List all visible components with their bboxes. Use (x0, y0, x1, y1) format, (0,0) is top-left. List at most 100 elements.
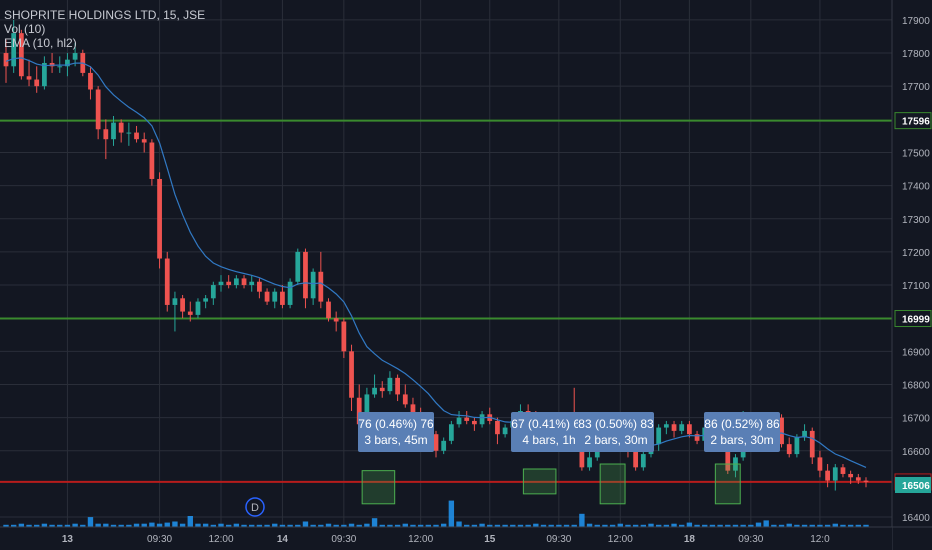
time-tick-label: 09:30 (331, 534, 356, 545)
measure-callout-change: 86 (0.52%) 86 (704, 417, 780, 431)
measure-callout-box[interactable] (358, 412, 434, 452)
volume-bar (563, 524, 570, 527)
candle-body (448, 424, 454, 441)
horizontal-lines[interactable] (0, 119, 892, 483)
volume-bar (402, 523, 408, 527)
chart-legend: SHOPRITE HOLDINGS LTD, 15, JSE Vol (10) … (4, 8, 205, 50)
volume-bar (156, 523, 163, 527)
candle-body (295, 251, 301, 282)
measure-callout-duration: 3 bars, 45m (364, 433, 427, 447)
volume-bars (3, 500, 869, 527)
candle-body (579, 444, 585, 468)
volume-bar (187, 516, 193, 527)
time-tick-label: 12:00 (608, 534, 633, 545)
measure-callout-box[interactable] (704, 412, 780, 452)
volume-bar (233, 523, 240, 527)
measure-callout-change: 76 (0.46%) 76 (358, 417, 434, 431)
volume-bar (3, 524, 9, 527)
candle-body (57, 66, 63, 68)
volume-bar (525, 524, 531, 527)
candle-body (832, 467, 838, 481)
volume-bar (648, 523, 654, 527)
price-tick-label: 16700 (902, 414, 930, 425)
candle-body (855, 477, 861, 481)
volume-bar (740, 524, 746, 527)
candle-body (495, 420, 500, 435)
volume-bar (10, 524, 17, 527)
volume-bar (510, 524, 516, 527)
candle-body (786, 444, 792, 455)
volume-bar (479, 523, 485, 527)
candle-body (257, 281, 262, 292)
measure-callout-duration: 2 bars, 30m (584, 433, 647, 447)
volume-bar (471, 524, 478, 527)
volume-bar (602, 524, 608, 527)
candle-body (794, 437, 800, 455)
candle-body (349, 351, 354, 398)
measure-callout-box[interactable] (511, 412, 587, 452)
time-axis[interactable]: 13 09:30 12:00 14 09:30 12:00 15 09:30 12:00 18 09… (0, 526, 932, 550)
price-axis[interactable]: 17900 17800 17700 17500 17400 17300 17200 17100… (891, 0, 932, 550)
candle-body (272, 291, 278, 302)
candle-body (141, 139, 147, 143)
price-label-16999: 16999 (902, 315, 930, 326)
ema-indicator-label[interactable]: EMA (10, hl2) (4, 36, 77, 50)
volume-bar (287, 524, 293, 527)
volume-bar (533, 523, 539, 527)
candle-body (848, 473, 854, 478)
volume-bar (824, 524, 831, 527)
candle-body (287, 281, 293, 305)
volume-bar (126, 524, 132, 527)
candle-body (118, 122, 124, 133)
volume-bar (702, 524, 708, 527)
volume-bar (448, 500, 455, 527)
measure-callouts[interactable]: 76 (0.46%) 76 3 bars, 45m 67 (0.41%) 67 4 b… (358, 412, 780, 452)
candle-body (663, 424, 669, 428)
candle-body (410, 404, 416, 415)
candle-body (464, 417, 470, 421)
volume-bar (95, 523, 101, 527)
price-tick-label: 17100 (902, 281, 930, 292)
volume-bar (333, 524, 339, 527)
measure-callout-box[interactable] (578, 412, 654, 452)
price-tick-label: 17700 (902, 82, 930, 93)
volume-bar (264, 524, 270, 527)
volume-indicator-label[interactable]: Vol (10) (4, 22, 46, 36)
volume-bar (617, 523, 623, 527)
volume-bar (502, 524, 508, 527)
volume-bar (625, 524, 631, 527)
measure-box (522, 468, 557, 495)
volume-bar (202, 523, 209, 527)
candle-body (456, 417, 462, 425)
volume-bar (794, 524, 800, 527)
volume-bar (325, 523, 332, 527)
volume-bar (686, 522, 693, 527)
volume-bar (586, 523, 593, 527)
measure-callout-duration: 2 bars, 30m (710, 433, 773, 447)
volume-bar (394, 524, 401, 527)
candle-body (318, 271, 324, 302)
dividend-icon[interactable] (245, 497, 265, 517)
price-tick-label: 17500 (902, 148, 930, 159)
measure-box (599, 463, 626, 505)
event-marker[interactable]: D (245, 497, 265, 517)
price-tick-label: 16400 (902, 513, 930, 524)
candle-body (402, 394, 408, 405)
candle-body (241, 278, 247, 286)
candle-body (26, 76, 32, 80)
volume-bar (387, 524, 393, 527)
candle-body (149, 142, 155, 179)
volume-bar (801, 524, 808, 527)
candle-body (65, 59, 70, 67)
volume-bar (341, 524, 347, 527)
measure-box (361, 470, 396, 505)
candle-body (134, 132, 139, 140)
time-tick-label: 12:0 (810, 534, 830, 545)
volume-bar (302, 521, 309, 527)
candle-body (72, 53, 78, 60)
volume-bar (464, 524, 470, 527)
symbol-title[interactable]: SHOPRITE HOLDINGS LTD, 15, JSE (4, 8, 206, 22)
candle-body (863, 480, 869, 482)
